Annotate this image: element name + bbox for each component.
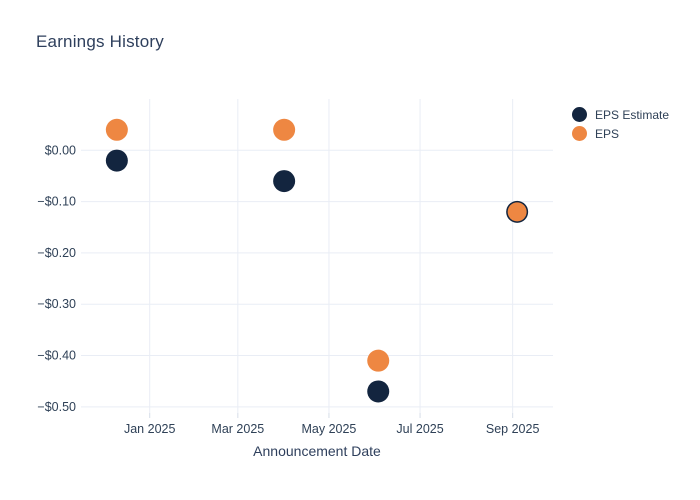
x-tick-label: Jan 2025 [124, 422, 175, 436]
point-eps-estimate[interactable] [105, 149, 128, 172]
y-tick-label: −$0.40 [37, 349, 76, 363]
x-tick-label: May 2025 [301, 422, 356, 436]
point-eps[interactable] [507, 202, 527, 222]
legend-label-eps-estimate: EPS Estimate [595, 107, 670, 122]
point-eps[interactable] [367, 349, 390, 372]
chart-title: Earnings History [36, 32, 164, 51]
legend-item-eps-estimate[interactable]: EPS Estimate [572, 105, 669, 124]
point-eps[interactable] [105, 118, 128, 141]
point-eps[interactable] [273, 118, 296, 141]
eps-estimate-marker-icon [572, 107, 587, 122]
x-tick-label: Jul 2025 [396, 422, 443, 436]
legend: EPS Estimate EPS [572, 105, 669, 143]
y-tick-label: −$0.10 [37, 195, 76, 209]
y-tick-label: −$0.30 [37, 297, 76, 311]
point-eps-estimate[interactable] [367, 380, 390, 403]
eps-marker-icon [572, 126, 587, 141]
y-tick-label: −$0.20 [37, 246, 76, 260]
legend-label-eps: EPS [595, 126, 620, 141]
legend-item-eps[interactable]: EPS [572, 124, 669, 143]
y-tick-label: $0.00 [45, 143, 76, 157]
y-tick-label: −$0.50 [37, 400, 76, 414]
x-axis-title: Announcement Date [253, 443, 381, 459]
x-tick-label: Mar 2025 [211, 422, 264, 436]
point-eps-estimate[interactable] [273, 170, 296, 193]
x-tick-label: Sep 2025 [486, 422, 540, 436]
